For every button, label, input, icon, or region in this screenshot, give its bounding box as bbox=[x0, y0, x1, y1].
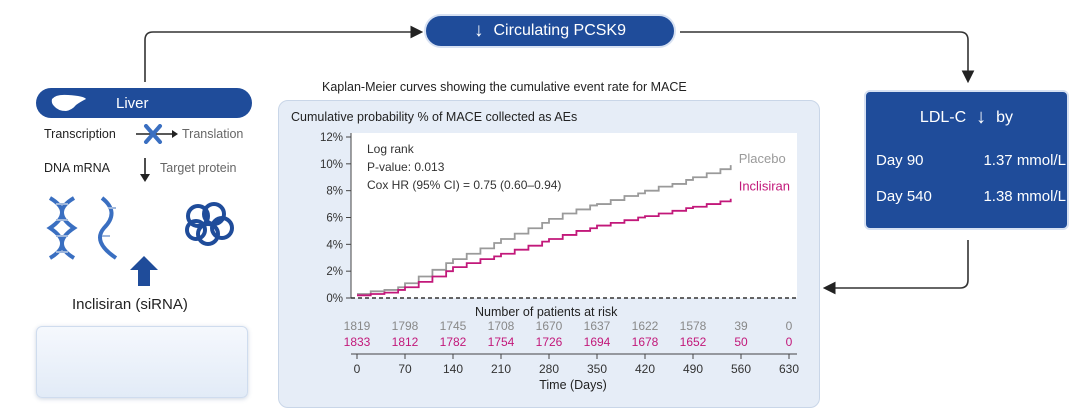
risk-inclisiran-count: 1754 bbox=[488, 335, 515, 349]
y-tick-label: 4% bbox=[326, 239, 343, 251]
dna-helix-icon bbox=[46, 196, 78, 260]
inclisiran-sirna-label: Inclisiran (siRNA) bbox=[72, 296, 188, 313]
risk-placebo-count: 0 bbox=[786, 319, 793, 333]
annotation-text: P-value: 0.013 bbox=[367, 160, 445, 174]
translation-label: Translation bbox=[182, 127, 244, 141]
annotation-text: Cox HR (95% CI) = 0.75 (0.60–0.94) bbox=[367, 178, 561, 192]
risk-inclisiran-count: 1726 bbox=[536, 335, 563, 349]
x-tick-label: 140 bbox=[443, 362, 463, 376]
risk-placebo-count: 1578 bbox=[680, 319, 707, 333]
y-tick-label: 10% bbox=[320, 159, 343, 171]
ldl-c-label: LDL-C bbox=[919, 108, 967, 126]
ldl-c-box: LDL-C ↓ by Day 90 1.37 mmol/L Day 540 1.… bbox=[864, 90, 1069, 230]
protein-icon bbox=[185, 202, 234, 246]
risk-table-title: Number of patients at risk bbox=[475, 305, 618, 319]
silencing-box bbox=[36, 326, 248, 398]
down-arrow-icon: ↓ bbox=[976, 106, 987, 128]
liver-icon bbox=[51, 94, 86, 111]
series-label-inclisiran: Inclisiran bbox=[739, 179, 790, 194]
risk-placebo-count: 1819 bbox=[344, 319, 371, 333]
y-tick-label: 0% bbox=[326, 293, 343, 305]
x-tick-label: 210 bbox=[491, 362, 511, 376]
ldl-row-label: Day 90 bbox=[876, 152, 924, 169]
down-arrow-icon: ↓ bbox=[474, 20, 484, 41]
risk-inclisiran-count: 1652 bbox=[680, 335, 707, 349]
dna-mrna-label: DNA mRNA bbox=[44, 161, 110, 175]
ldl-c-title: LDL-C ↓ by bbox=[866, 106, 1067, 129]
series-label-placebo: Placebo bbox=[739, 151, 786, 166]
ldl-by-label: by bbox=[996, 108, 1014, 126]
risk-placebo-count: 1622 bbox=[632, 319, 659, 333]
series-line-inclisiran bbox=[357, 198, 732, 297]
risk-inclisiran-count: 0 bbox=[786, 335, 793, 349]
mrna-strand-icon bbox=[98, 196, 118, 260]
risk-inclisiran-count: 50 bbox=[734, 335, 748, 349]
ldl-row-value: 1.38 mmol/L bbox=[983, 188, 1066, 205]
x-tick-label: 560 bbox=[731, 362, 751, 376]
series-line-placebo bbox=[357, 165, 732, 295]
risk-inclisiran-count: 1678 bbox=[632, 335, 659, 349]
x-tick-label: 70 bbox=[398, 362, 412, 376]
risk-inclisiran-count: 1833 bbox=[344, 335, 371, 349]
risk-placebo-count: 39 bbox=[734, 319, 748, 333]
ldl-row-day540: Day 540 1.38 mmol/L bbox=[876, 188, 1066, 205]
ldl-row-value: 1.37 mmol/L bbox=[983, 152, 1066, 169]
x-tick-label: 420 bbox=[635, 362, 655, 376]
y-tick-label: 2% bbox=[326, 266, 343, 278]
chart-title: Cumulative probability % of MACE collect… bbox=[291, 110, 577, 124]
arrow-liver-to-pcsk9 bbox=[144, 25, 424, 82]
x-tick-label: 350 bbox=[587, 362, 607, 376]
arrow-pcsk9-to-ldl bbox=[680, 31, 975, 84]
risk-placebo-count: 1670 bbox=[536, 319, 563, 333]
x-tick-label: 490 bbox=[683, 362, 703, 376]
risk-inclisiran-count: 1782 bbox=[440, 335, 467, 349]
x-axis-label: Time (Days) bbox=[539, 378, 607, 392]
down-arrow-icon bbox=[140, 158, 150, 182]
y-tick-label: 8% bbox=[326, 186, 343, 198]
annotation-text: Log rank bbox=[367, 142, 415, 156]
ldl-row-label: Day 540 bbox=[876, 188, 932, 205]
y-tick-label: 12% bbox=[320, 132, 343, 144]
up-arrow-icon bbox=[130, 256, 158, 286]
x-tick-label: 280 bbox=[539, 362, 559, 376]
x-tick-label: 630 bbox=[779, 362, 799, 376]
circulating-pcsk9-label: Circulating PCSK9 bbox=[493, 22, 627, 39]
ldl-row-day90: Day 90 1.37 mmol/L bbox=[876, 152, 1066, 169]
arrow-ldl-to-km bbox=[822, 240, 969, 295]
transcription-label: Transcription bbox=[44, 127, 116, 141]
target-protein-label: Target protein bbox=[160, 161, 237, 175]
risk-placebo-count: 1798 bbox=[392, 319, 419, 333]
km-chart: Cumulative probability % of MACE collect… bbox=[291, 110, 799, 392]
risk-inclisiran-count: 1694 bbox=[584, 335, 611, 349]
plot-area bbox=[351, 133, 797, 298]
risk-placebo-count: 1708 bbox=[488, 319, 515, 333]
liver-pill: Liver bbox=[36, 88, 252, 118]
y-tick-label: 6% bbox=[326, 213, 343, 225]
km-caption: Kaplan-Meier curves showing the cumulati… bbox=[322, 80, 687, 94]
circulating-pcsk9-pill: ↓ Circulating PCSK9 bbox=[424, 14, 676, 48]
x-tick-label: 0 bbox=[354, 362, 361, 376]
km-chart-panel: Cumulative probability % of MACE collect… bbox=[278, 100, 820, 408]
risk-placebo-count: 1637 bbox=[584, 319, 611, 333]
blocked-translation-icon bbox=[136, 124, 178, 144]
risk-inclisiran-count: 1812 bbox=[392, 335, 419, 349]
liver-label: Liver bbox=[116, 94, 149, 112]
risk-placebo-count: 1745 bbox=[440, 319, 467, 333]
